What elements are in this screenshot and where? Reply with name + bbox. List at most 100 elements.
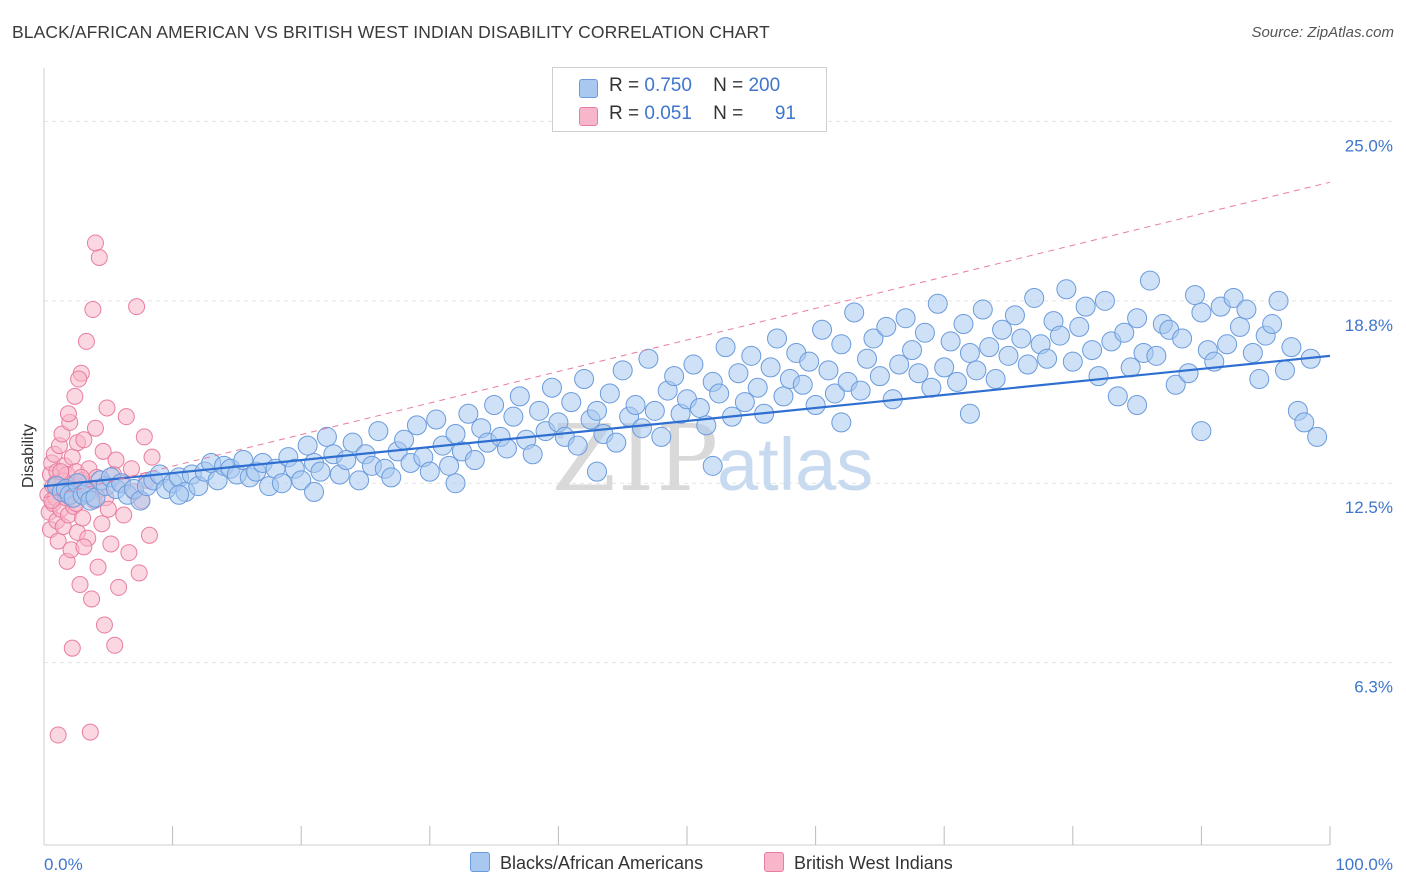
trend-line-british-west-indians xyxy=(43,181,1331,499)
data-point-british-west-indians xyxy=(93,515,111,533)
data-point-british-west-indians xyxy=(59,405,77,423)
data-point-blacks-african-americans xyxy=(747,377,768,398)
data-point-blacks-african-americans xyxy=(349,470,370,491)
data-point-blacks-african-americans xyxy=(709,383,730,404)
data-point-blacks-african-americans xyxy=(741,345,762,366)
data-point-british-west-indians xyxy=(49,726,67,744)
legend-r-label: R = xyxy=(609,103,640,124)
data-point-blacks-african-americans xyxy=(876,316,897,337)
data-point-british-west-indians xyxy=(130,564,148,582)
chart-title: BLACK/AFRICAN AMERICAN VS BRITISH WEST I… xyxy=(12,22,770,42)
data-point-blacks-african-americans xyxy=(567,435,588,456)
data-point-british-west-indians xyxy=(71,576,89,594)
data-point-british-west-indians xyxy=(83,590,101,608)
data-point-blacks-african-americans xyxy=(1294,412,1315,433)
data-point-blacks-african-americans xyxy=(844,302,865,323)
data-point-british-west-indians xyxy=(102,535,120,553)
legend-r-value: 0.051 xyxy=(644,103,692,124)
data-point-blacks-african-americans xyxy=(297,435,318,456)
data-point-blacks-african-americans xyxy=(586,461,607,482)
data-point-blacks-african-americans xyxy=(316,426,337,447)
data-point-blacks-african-americans xyxy=(310,461,331,482)
data-point-blacks-african-americans xyxy=(992,319,1013,340)
data-point-british-west-indians xyxy=(128,298,146,316)
data-point-british-west-indians xyxy=(122,460,140,478)
trend-line-blacks-african-americans xyxy=(43,354,1331,488)
legend-r-value: 0.750 xyxy=(644,75,692,96)
data-point-british-west-indians xyxy=(63,639,81,657)
data-point-blacks-african-americans xyxy=(445,473,466,494)
data-point-blacks-african-americans xyxy=(889,354,910,375)
legend: R = 0.750 N = 200 R = 0.051 N = 91 xyxy=(552,67,827,132)
data-point-blacks-african-americans xyxy=(599,383,620,404)
data-point-blacks-african-americans xyxy=(426,409,447,430)
y-tick-label: 12.5% xyxy=(1345,498,1393,517)
data-point-blacks-african-americans xyxy=(496,438,517,459)
data-point-blacks-african-americans xyxy=(831,412,852,433)
data-point-blacks-african-americans xyxy=(586,400,607,421)
data-point-blacks-african-americans xyxy=(612,360,633,381)
data-point-blacks-african-americans xyxy=(908,363,929,384)
data-point-blacks-african-americans xyxy=(342,432,363,453)
data-point-blacks-african-americans xyxy=(959,403,980,424)
data-point-blacks-african-americans xyxy=(1082,340,1103,361)
data-point-blacks-african-americans xyxy=(664,366,685,387)
data-point-blacks-african-americans xyxy=(1146,345,1167,366)
data-point-blacks-african-americans xyxy=(1191,421,1212,442)
data-point-british-west-indians xyxy=(95,616,113,634)
data-point-blacks-african-americans xyxy=(1307,426,1328,447)
data-point-blacks-african-americans xyxy=(1088,366,1109,387)
data-point-blacks-african-americans xyxy=(921,377,942,398)
data-point-blacks-african-americans xyxy=(291,470,312,491)
data-point-blacks-african-americans xyxy=(702,455,723,476)
data-point-british-west-indians xyxy=(63,448,81,466)
data-point-blacks-african-americans xyxy=(1217,334,1238,355)
data-point-british-west-indians xyxy=(84,301,102,319)
axis-labels: 6.3% 12.5% 18.8% 25.0% 0.0% 100.0% Disability xyxy=(20,136,1393,874)
data-point-british-west-indians xyxy=(107,451,125,469)
watermark: ZIP atlas xyxy=(552,405,873,512)
axes xyxy=(43,68,1331,846)
watermark-atlas: atlas xyxy=(717,423,873,506)
data-point-blacks-african-americans xyxy=(419,461,440,482)
x-tick-label: 100.0% xyxy=(1335,855,1393,874)
data-point-blacks-african-americans xyxy=(1069,316,1090,337)
data-point-british-west-indians xyxy=(75,538,93,556)
data-point-blacks-african-americans xyxy=(464,450,485,471)
data-point-british-west-indians xyxy=(77,332,95,350)
bottom-legend-swatch-blue xyxy=(470,852,490,872)
data-point-blacks-african-americans xyxy=(812,319,833,340)
legend-r-label: R = xyxy=(609,75,640,96)
data-point-blacks-african-americans xyxy=(1236,299,1257,320)
data-point-blacks-african-americans xyxy=(271,473,292,494)
data-point-british-west-indians xyxy=(94,442,112,460)
legend-row-blacks: R = 0.750 N = 200 xyxy=(553,73,780,101)
data-point-blacks-african-americans xyxy=(529,400,550,421)
bottom-legend-label: British West Indians xyxy=(794,853,953,873)
data-point-blacks-african-americans xyxy=(773,386,794,407)
data-point-british-west-indians xyxy=(140,526,158,544)
data-point-british-west-indians xyxy=(106,636,124,654)
data-point-british-west-indians xyxy=(143,448,161,466)
data-point-blacks-african-americans xyxy=(1165,374,1186,395)
x-tick-label: 0.0% xyxy=(44,855,83,874)
source-label: Source: ZipAtlas.com xyxy=(1251,24,1394,41)
legend-swatch-blue xyxy=(579,79,598,98)
data-point-blacks-african-americans xyxy=(947,371,968,392)
data-point-blacks-african-americans xyxy=(850,380,871,401)
data-point-british-west-indians xyxy=(98,399,116,417)
data-point-blacks-african-americans xyxy=(972,299,993,320)
data-point-blacks-african-americans xyxy=(1049,325,1070,346)
data-point-blacks-african-americans xyxy=(606,432,627,453)
y-tick-label: 25.0% xyxy=(1345,136,1393,155)
data-point-blacks-african-americans xyxy=(644,400,665,421)
data-point-blacks-african-americans xyxy=(1017,354,1038,375)
data-point-blacks-african-americans xyxy=(715,337,736,358)
data-point-blacks-african-americans xyxy=(1004,305,1025,326)
data-point-blacks-african-americans xyxy=(1268,290,1289,311)
data-point-blacks-african-americans xyxy=(1281,337,1302,358)
bottom-legend-label: Blacks/African Americans xyxy=(500,853,704,873)
data-point-british-west-indians xyxy=(70,370,88,388)
data-point-blacks-african-americans xyxy=(683,354,704,375)
